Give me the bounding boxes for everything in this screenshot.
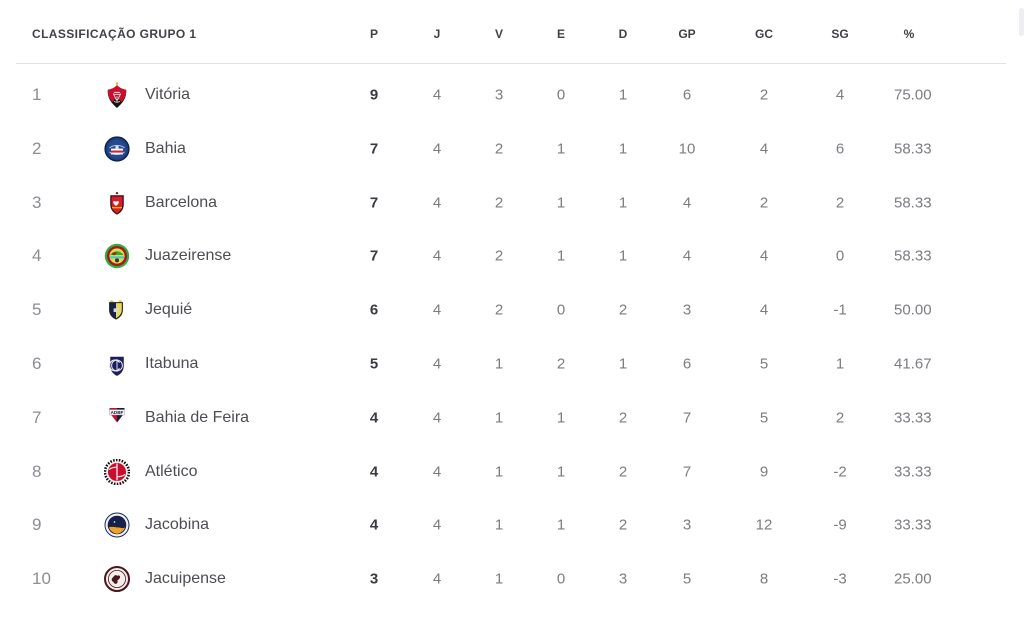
svg-text:ADBF: ADBF (111, 410, 124, 415)
